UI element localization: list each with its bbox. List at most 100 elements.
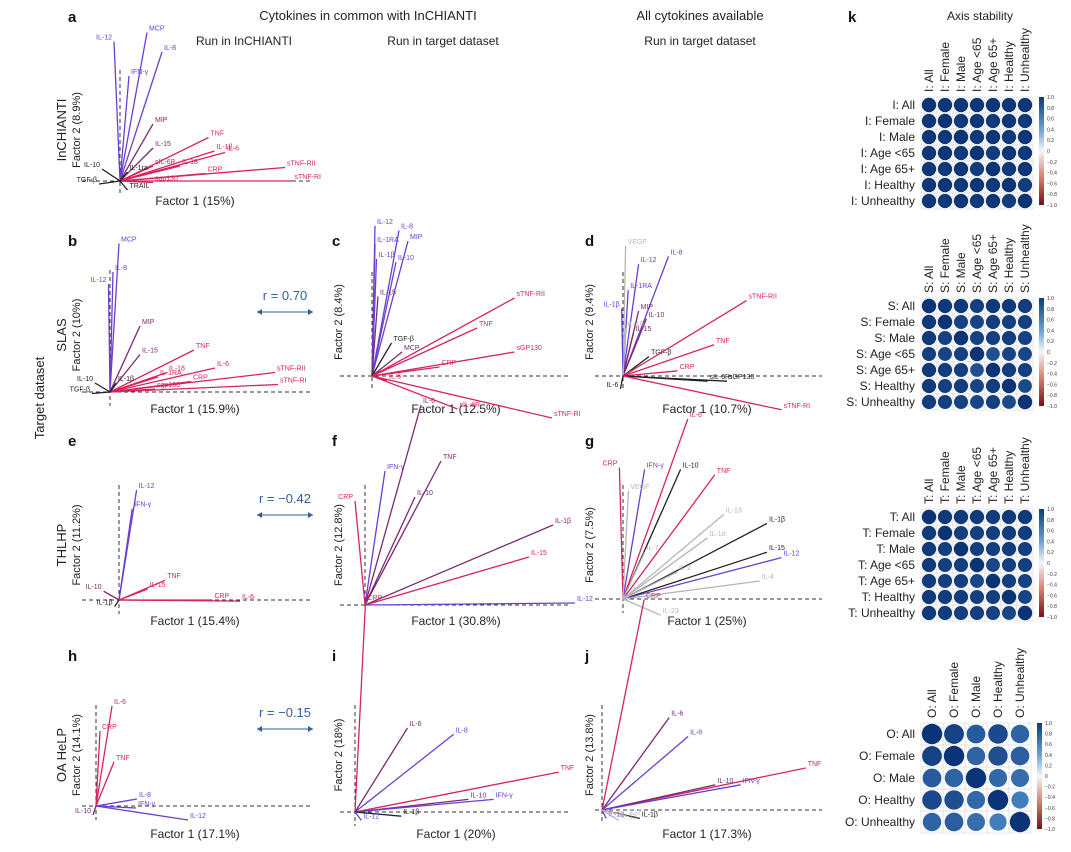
loading-vector bbox=[371, 261, 397, 377]
correlation-circle bbox=[937, 145, 953, 161]
vector-label: IL-12 bbox=[377, 219, 393, 226]
correlation-circle bbox=[985, 589, 1001, 605]
vector-label: IL-15 bbox=[380, 290, 396, 297]
correlation-circle bbox=[1017, 605, 1033, 621]
loading-vector bbox=[109, 383, 279, 393]
colorbar-tick-label: 0.4 bbox=[1047, 328, 1054, 334]
colorbar-tick-label: −1.0 bbox=[1047, 404, 1057, 410]
biplot-panel-i: i Factor 1 (20%) Factor 2 (18%) CRP IL-6 IL-8… bbox=[332, 595, 574, 841]
panel-letter: c bbox=[332, 233, 340, 250]
vector-label: CRP bbox=[193, 375, 208, 382]
vector-label: IL-13 bbox=[726, 507, 742, 514]
axis-stability-title: Axis stability bbox=[947, 9, 1013, 23]
correlation-circle bbox=[1017, 113, 1033, 129]
loading-vector bbox=[354, 500, 366, 606]
vector-label: IL-12 bbox=[91, 277, 107, 284]
colorbar-tick-label: −1.0 bbox=[1047, 203, 1057, 209]
loading-vector bbox=[95, 805, 137, 809]
panel-letter: j bbox=[584, 648, 589, 665]
correlation-circle bbox=[985, 145, 1001, 161]
x-axis-label: Factor 1 (20%) bbox=[416, 827, 495, 841]
correlation-circle bbox=[985, 298, 1001, 314]
heatmap-row-label: O: Male bbox=[873, 771, 915, 785]
vector-label: sTNF-RI bbox=[280, 378, 306, 385]
row-labels: InCHIANTI SLAS r = 0.70 THLHP r = −0.42 OA He… bbox=[54, 99, 313, 782]
vector-label: IL-1ra bbox=[130, 165, 148, 172]
loading-vector bbox=[622, 469, 646, 600]
vector-label: IL-8 bbox=[115, 265, 127, 272]
heatmap-col-label: T: Male bbox=[954, 465, 968, 504]
loading-vector bbox=[92, 805, 97, 816]
vector-label: IL-12 bbox=[783, 551, 799, 558]
correlation-circle bbox=[1017, 97, 1033, 113]
loading-vector bbox=[371, 297, 515, 377]
correlation-circle bbox=[921, 177, 937, 193]
vector-label: IL-12 bbox=[641, 257, 657, 264]
heatmap-col-label: T: Age 65+ bbox=[986, 447, 1000, 504]
loading-vector bbox=[364, 460, 442, 606]
biplot-panel-h: h Factor 1 (17.1%) Factor 2 (14.1%) IL-6 CRP… bbox=[68, 648, 310, 841]
vector-label: TNF bbox=[561, 765, 575, 772]
loading-vector bbox=[109, 367, 216, 393]
loading-vector bbox=[622, 327, 627, 377]
correlation-circle bbox=[1017, 394, 1033, 410]
vector-label: IL-15 bbox=[155, 141, 171, 148]
vector-label: IFN-γ bbox=[138, 801, 156, 808]
vector-label: TGF-β bbox=[394, 336, 414, 343]
arrow-head-left bbox=[257, 309, 262, 315]
correlation-circle bbox=[937, 394, 953, 410]
correlation-circle bbox=[969, 346, 985, 362]
biplot-panel-j: j Factor 1 (17.3%) Factor 2 (13.8%) CRP IL-6… bbox=[584, 593, 822, 841]
correlation-circle bbox=[921, 97, 937, 113]
correlation-circle bbox=[937, 605, 953, 621]
colorbar-tick-label: 0.6 bbox=[1047, 117, 1054, 123]
correlation-circle bbox=[943, 745, 965, 767]
vector-label: IL-12 bbox=[577, 596, 593, 603]
correlation-circle bbox=[970, 363, 984, 377]
loading-vector bbox=[619, 375, 624, 390]
y-axis-label: Factor 2 (14.1%) bbox=[71, 714, 83, 796]
loading-vector bbox=[109, 243, 120, 393]
loading-vector bbox=[98, 180, 121, 185]
loading-vector bbox=[119, 75, 130, 182]
heatmap-col-label: I: Unhealthy bbox=[1018, 28, 1032, 92]
vector-label: CRP bbox=[646, 593, 661, 600]
correlation-circle bbox=[985, 394, 1001, 410]
vector-label: IL-12 bbox=[608, 811, 624, 818]
correlation-circle bbox=[1017, 193, 1033, 209]
heatmap-row-label: T: Female bbox=[862, 526, 915, 540]
loading-vector bbox=[119, 165, 181, 182]
vector-label: IL-10 bbox=[683, 462, 699, 469]
loading-vector bbox=[621, 308, 624, 377]
loading-vector bbox=[119, 150, 215, 182]
correlation-circle bbox=[1001, 129, 1017, 145]
loading-vector bbox=[119, 180, 128, 191]
heatmap-col-label: I: All bbox=[922, 69, 936, 92]
correlation-circle bbox=[937, 113, 953, 129]
loading-vector bbox=[119, 166, 286, 182]
panel-letter: f bbox=[332, 433, 338, 450]
vector-label: IL-1RA bbox=[630, 283, 652, 290]
loading-vector bbox=[95, 761, 115, 807]
correlation-circle bbox=[1017, 177, 1033, 193]
correlation-circle bbox=[985, 362, 1001, 378]
correlation-circle bbox=[921, 557, 937, 573]
correlation-circle bbox=[922, 790, 942, 810]
correlation-circle bbox=[969, 605, 985, 621]
vector-label: CRP bbox=[208, 167, 223, 174]
colorbar-tick-label: −0.4 bbox=[1045, 795, 1055, 801]
correlation-circle bbox=[966, 724, 986, 744]
loading-vector bbox=[103, 590, 120, 601]
vector-label: IL-1β bbox=[217, 144, 233, 151]
vector-label: IFN-γ bbox=[743, 778, 761, 785]
heatmap-row-label: T: All bbox=[890, 510, 915, 524]
vector-label: sIL-6R bbox=[710, 374, 731, 381]
heatmap-row-label: I: Age <65 bbox=[861, 146, 916, 160]
vector-label: sIL-6R bbox=[155, 159, 176, 166]
correlation-r-label: r = −0.15 bbox=[259, 705, 311, 720]
heatmap-row-label: I: All bbox=[892, 98, 915, 112]
heatmap-row-label: I: Healthy bbox=[864, 178, 915, 192]
heatmap-matrix: O: All O: Female O: Male O: Healthy O: Unhea… bbox=[845, 648, 1055, 834]
correlation-circle bbox=[985, 509, 1001, 525]
correlation-circle bbox=[1001, 378, 1017, 394]
